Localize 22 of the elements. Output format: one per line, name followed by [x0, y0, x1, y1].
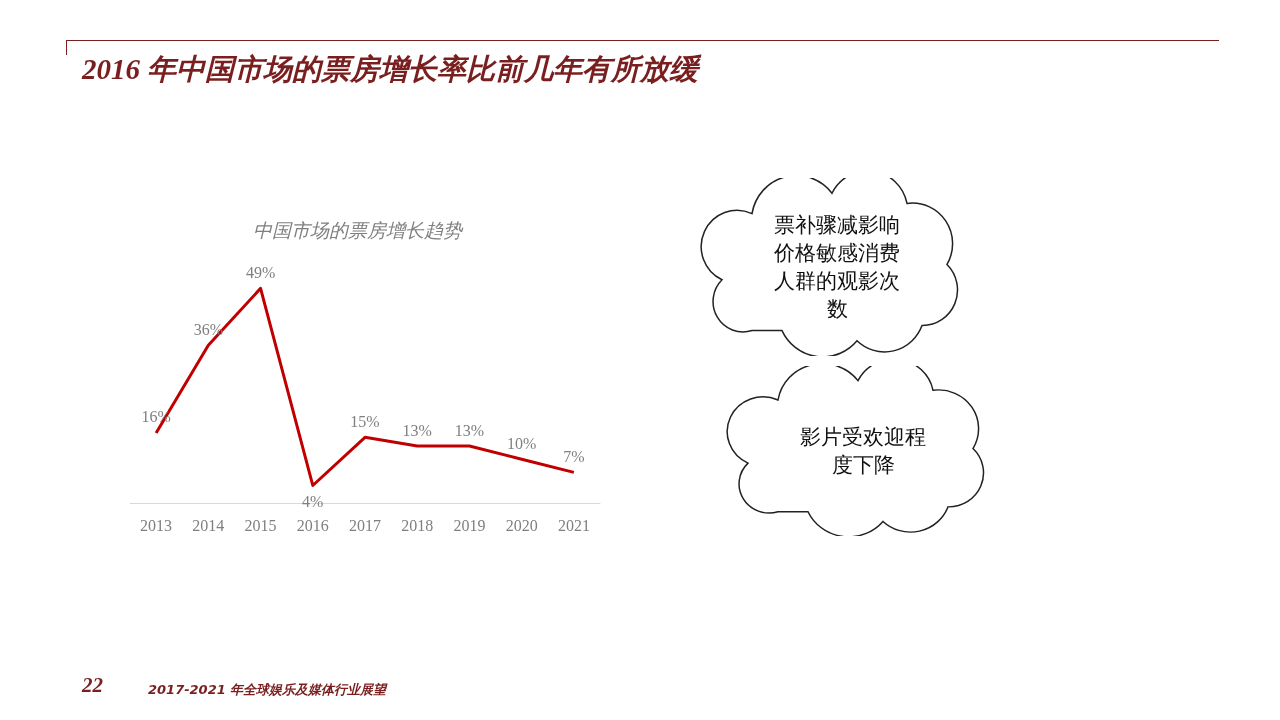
- x-tick-label: 2014: [192, 516, 225, 534]
- x-tick-label: 2019: [453, 516, 486, 534]
- text: 2017-2021 年全球娱乐及媒体行业展望: [148, 681, 387, 699]
- x-tick-label: 2021: [557, 516, 590, 534]
- text: 影片受欢迎程度下降: [799, 424, 927, 479]
- x-tick-label: 2013: [140, 516, 173, 534]
- data-label: 7%: [563, 447, 585, 465]
- text: 票补骤减影响价格敏感消费人群的观影次数: [773, 212, 901, 323]
- x-tick-label: 2020: [505, 516, 538, 534]
- data-label: 49%: [245, 263, 276, 281]
- x-tick-label: 2016: [296, 516, 329, 534]
- data-label: 4%: [302, 492, 324, 510]
- data-label: 36%: [193, 320, 223, 338]
- data-label: 13%: [402, 421, 432, 439]
- x-tick-label: 2015: [244, 516, 277, 534]
- x-tick-label: 2017: [349, 516, 381, 534]
- data-label: 10%: [507, 434, 537, 452]
- data-label: 15%: [350, 412, 380, 430]
- chart-subtitle: 中国市场的票房增长趋势: [253, 218, 464, 241]
- data-label: 13%: [454, 421, 485, 439]
- text: 22: [82, 673, 103, 698]
- x-tick-label: 2018: [401, 516, 434, 534]
